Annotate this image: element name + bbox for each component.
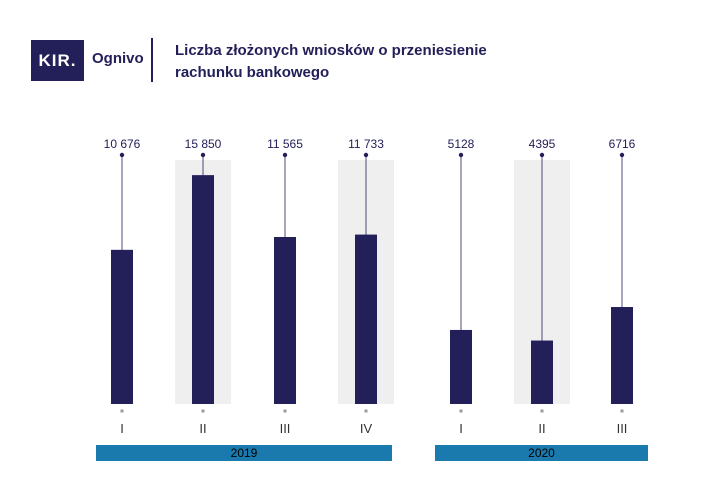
category-label: III (280, 421, 291, 436)
chart-title-line-1: Liczba złożonych wniosków o przeniesieni… (175, 42, 487, 59)
value-dot (458, 152, 464, 158)
bar (611, 307, 633, 404)
bar (111, 249, 133, 404)
year-label: 2019 (231, 446, 258, 460)
category-label: II (199, 421, 206, 436)
data-label: 6716 (609, 137, 636, 151)
bar (531, 340, 553, 404)
tick-marker (620, 409, 624, 413)
data-label: 15 850 (185, 137, 222, 151)
value-dot (619, 152, 625, 158)
category-label: II (538, 421, 545, 436)
tick-marker (540, 409, 544, 413)
value-dot (363, 152, 369, 158)
data-label: 11 565 (267, 137, 303, 151)
value-dot (539, 152, 545, 158)
chart-title: Liczba złożonych wniosków o przeniesieni… (175, 40, 515, 84)
bar (192, 175, 214, 404)
data-label: 11 733 (348, 137, 384, 151)
tick-marker (364, 409, 368, 413)
bar (355, 234, 377, 404)
data-label: 4395 (529, 137, 556, 151)
year-label: 2020 (528, 446, 555, 460)
category-label: III (617, 421, 628, 436)
year-band (435, 445, 648, 461)
tick-marker (283, 409, 287, 413)
bar (274, 237, 296, 404)
category-label: IV (360, 421, 373, 436)
data-label: 10 676 (104, 137, 141, 151)
tick-marker (120, 409, 124, 413)
chart-title-line-2: rachunku bankowego (175, 64, 330, 81)
value-dot (282, 152, 288, 158)
tick-marker (201, 409, 205, 413)
bar (450, 329, 472, 404)
brand-name: Ognivo (92, 50, 144, 67)
logo-divider (151, 38, 153, 82)
category-label: I (120, 421, 124, 436)
value-dot (119, 152, 125, 158)
kir-logo: KIR. (31, 40, 84, 81)
value-dot (200, 152, 206, 158)
category-label: I (459, 421, 463, 436)
year-band (96, 445, 392, 461)
tick-marker (459, 409, 463, 413)
data-label: 5128 (448, 137, 475, 151)
